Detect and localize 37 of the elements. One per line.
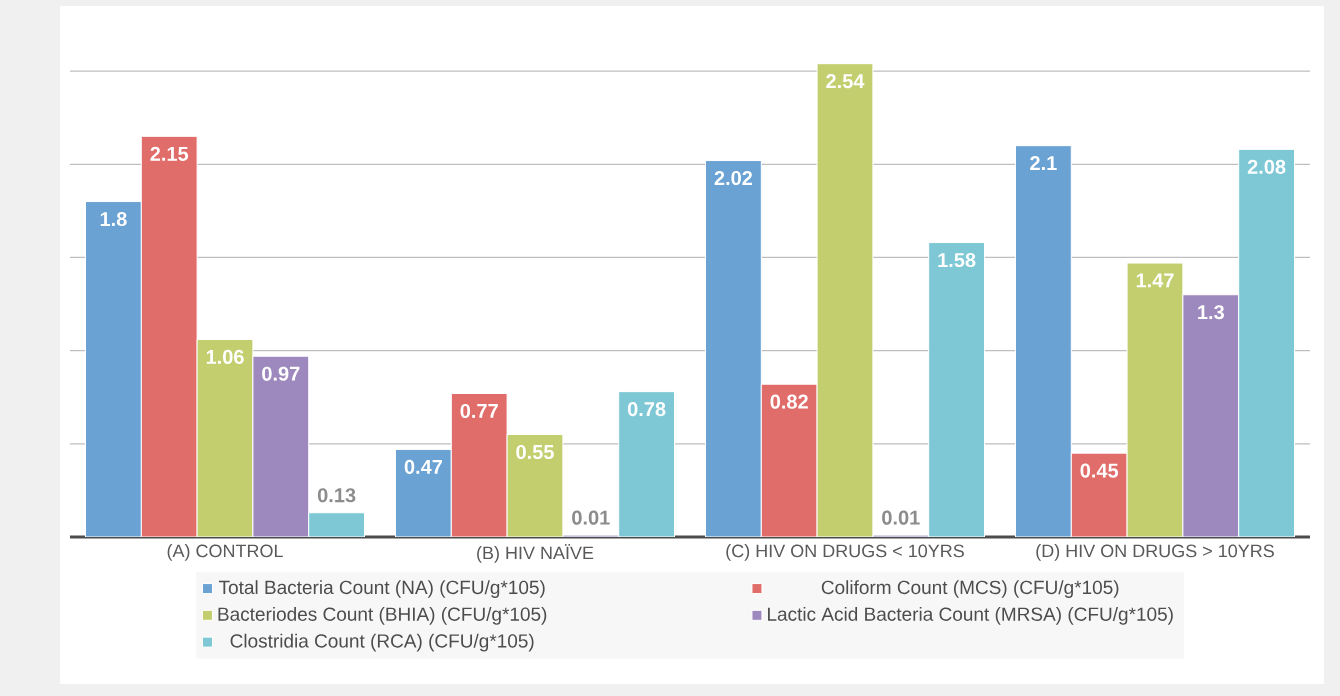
legend-label: Lactic Acid Bacteria Count (MRSA) (CFU/g*105) [768, 606, 1173, 625]
data-label: 2.15 [150, 146, 189, 161]
bar [308, 512, 366, 537]
x-tick-label: (D) HIV ON DRUGS > 10YRS [1036, 544, 1274, 561]
legend-label: Total Bacteria Count (NA) (CFU/g*105) [218, 580, 545, 598]
x-tick-label: (A) CONTROL [167, 544, 283, 561]
data-label: 1.3 [1198, 305, 1224, 320]
data-label: 0.13 [317, 488, 356, 503]
text: Coliform Count (MCS) (CFU/g*105) [821, 580, 1119, 598]
data-label: 0.47 [404, 459, 442, 474]
bar [506, 434, 564, 537]
bar [618, 391, 675, 537]
bar [816, 63, 874, 537]
data-label: 1.58 [938, 252, 976, 268]
data-label: 2.1 [1030, 156, 1057, 171]
legend-label: Clostridia Count (RCA) (CFU/g*105) [230, 633, 534, 652]
data-label: 1.8 [100, 211, 127, 227]
data-label: 0.77 [460, 403, 498, 419]
bar [1126, 262, 1184, 537]
data-label: 0.97 [262, 366, 300, 381]
bar [196, 338, 254, 537]
data-label: 2.02 [714, 170, 753, 186]
data-label: 0.45 [1080, 463, 1119, 478]
data-label: 0.01 [882, 510, 920, 525]
data-label: 1.47 [1136, 273, 1174, 288]
data-label: 0.55 [516, 444, 554, 460]
bar [928, 242, 985, 537]
data-label: 2.54 [826, 74, 865, 89]
bar [1238, 148, 1295, 537]
x-tick-label: (B) HIV NAÏVE [477, 544, 594, 563]
data-label: 1.06 [206, 349, 244, 365]
legend-label: Bacteriodes Count (BHIA) (CFU/g*105) [218, 606, 547, 625]
data-label: 0.78 [627, 402, 666, 417]
x-tick-label: (C) HIV ON DRUGS < 10YRS [726, 544, 964, 561]
data-label: 0.82 [770, 394, 808, 409]
data-label: 2.08 [1247, 159, 1286, 174]
data-label: 0.01 [572, 510, 610, 525]
